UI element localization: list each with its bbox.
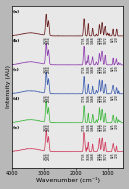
- Text: 2854: 2854: [46, 36, 50, 44]
- Text: 1072: 1072: [103, 94, 107, 102]
- Text: 825: 825: [111, 36, 115, 42]
- Text: 1735: 1735: [82, 94, 86, 102]
- Text: 720: 720: [114, 123, 118, 129]
- Text: 1170: 1170: [100, 65, 104, 73]
- Text: 1254: 1254: [97, 94, 101, 102]
- Text: 2924: 2924: [44, 36, 48, 44]
- Text: 1072: 1072: [103, 36, 107, 44]
- Text: 1170: 1170: [100, 123, 104, 131]
- Text: 2924: 2924: [44, 94, 48, 102]
- Text: (a): (a): [13, 10, 20, 14]
- Text: 720: 720: [114, 152, 118, 158]
- Text: 720: 720: [114, 65, 118, 71]
- Text: (b): (b): [13, 39, 20, 43]
- Text: 825: 825: [111, 65, 115, 71]
- Text: 1606: 1606: [86, 65, 90, 73]
- Text: 2854: 2854: [46, 65, 50, 73]
- Text: 1468: 1468: [91, 65, 95, 73]
- Text: 1735: 1735: [82, 152, 86, 160]
- Text: 2924: 2924: [44, 152, 48, 160]
- Text: 1170: 1170: [100, 94, 104, 102]
- Text: 1254: 1254: [97, 36, 101, 44]
- Text: 2854: 2854: [46, 123, 50, 131]
- Text: 720: 720: [114, 94, 118, 100]
- Text: 1072: 1072: [103, 65, 107, 73]
- Text: 1468: 1468: [91, 123, 95, 131]
- X-axis label: Wavenumber (cm⁻¹): Wavenumber (cm⁻¹): [36, 177, 100, 184]
- Text: 1606: 1606: [86, 123, 90, 131]
- Text: 1735: 1735: [82, 36, 86, 44]
- Text: 1254: 1254: [97, 123, 101, 131]
- Text: 825: 825: [111, 94, 115, 100]
- Text: 825: 825: [111, 123, 115, 129]
- Text: 1254: 1254: [97, 65, 101, 73]
- Text: 1254: 1254: [97, 152, 101, 160]
- Text: 1170: 1170: [100, 152, 104, 160]
- Text: 825: 825: [111, 152, 115, 158]
- Text: 1735: 1735: [82, 65, 86, 73]
- Text: 1072: 1072: [103, 152, 107, 160]
- Text: 1468: 1468: [91, 152, 95, 160]
- Text: 2924: 2924: [44, 123, 48, 131]
- Text: (c): (c): [13, 67, 19, 71]
- Text: 1606: 1606: [86, 152, 90, 160]
- Text: 1072: 1072: [103, 123, 107, 131]
- Text: 1606: 1606: [86, 94, 90, 102]
- Text: 1468: 1468: [91, 94, 95, 102]
- Text: 1735: 1735: [82, 123, 86, 131]
- Text: 1468: 1468: [91, 36, 95, 44]
- Text: 720: 720: [114, 36, 118, 42]
- Text: 2924: 2924: [44, 65, 48, 73]
- Y-axis label: Intensity (AU): Intensity (AU): [6, 65, 11, 108]
- Text: (d): (d): [13, 96, 20, 101]
- Text: 1606: 1606: [86, 36, 90, 44]
- Text: (e): (e): [13, 125, 20, 129]
- Text: 2854: 2854: [46, 152, 50, 160]
- Text: 1170: 1170: [100, 36, 104, 44]
- Text: 2854: 2854: [46, 94, 50, 102]
